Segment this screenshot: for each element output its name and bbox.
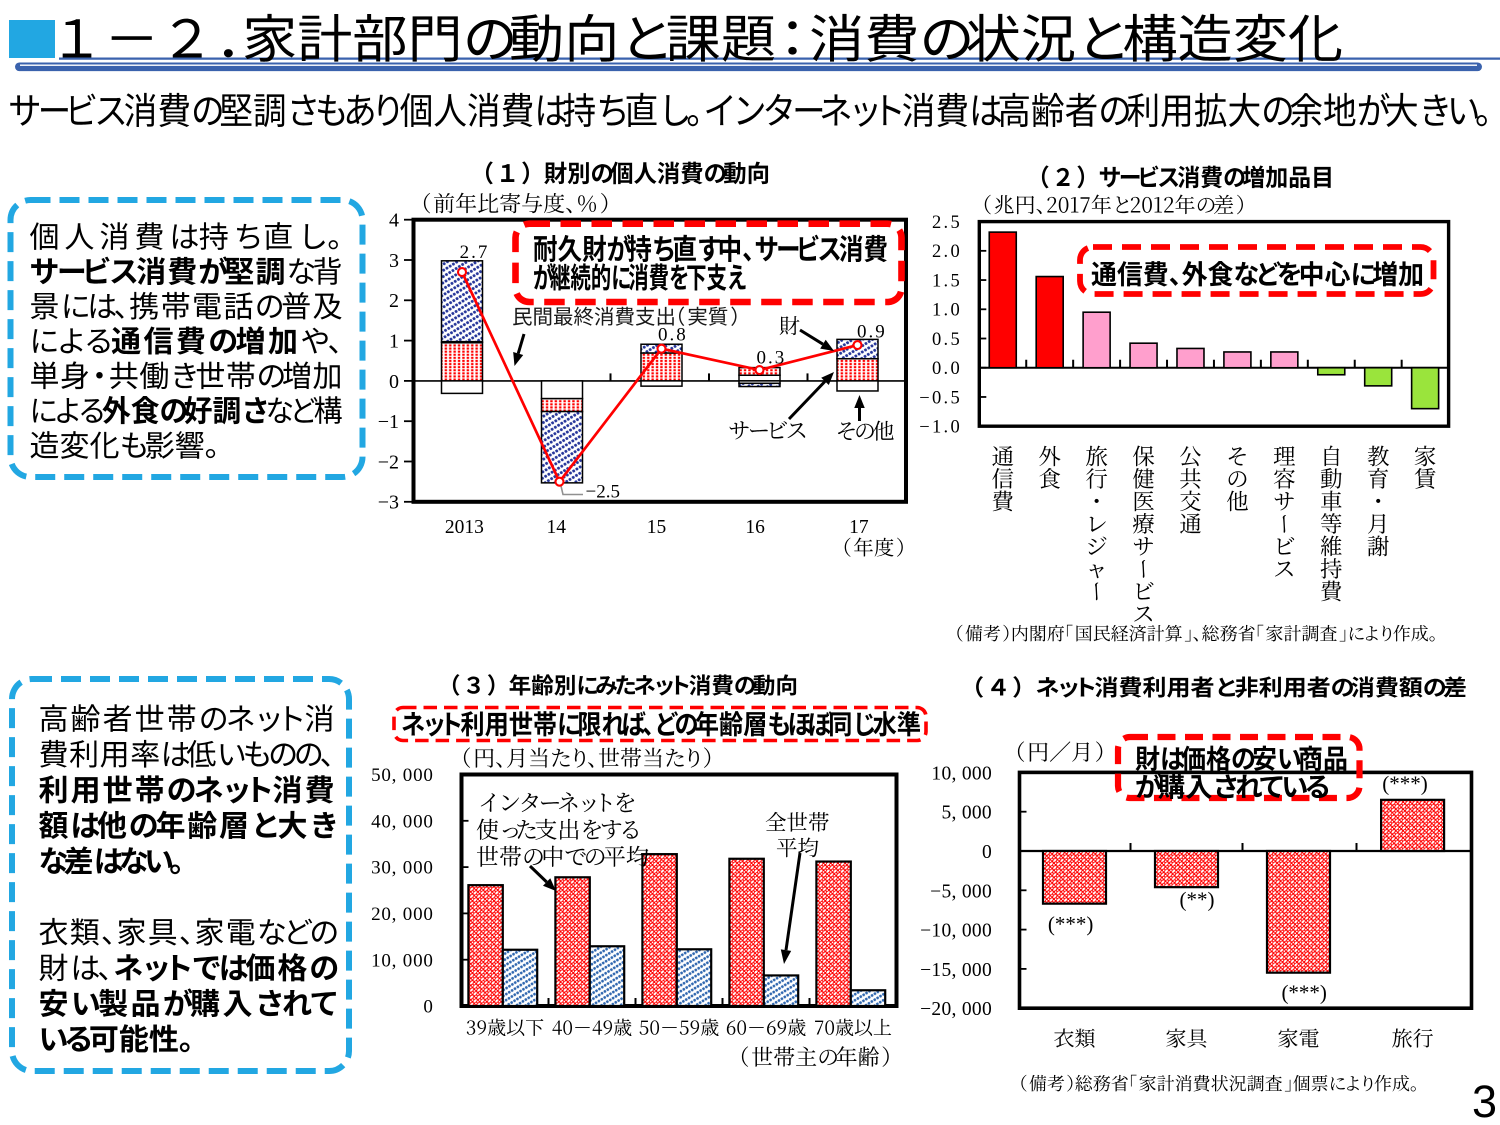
- svg-text:15: 15: [647, 517, 667, 538]
- svg-text:0.3: 0.3: [757, 347, 787, 368]
- svg-text:−10, 000: −10, 000: [920, 921, 992, 942]
- svg-text:0.5: 0.5: [932, 330, 962, 350]
- svg-text:0.0: 0.0: [932, 359, 962, 379]
- svg-text:50, 000: 50, 000: [371, 765, 434, 786]
- svg-text:10, 000: 10, 000: [371, 950, 434, 971]
- svg-text:14: 14: [546, 517, 566, 538]
- svg-text:−2: −2: [378, 451, 399, 473]
- svg-text:0.9: 0.9: [857, 322, 887, 343]
- svg-text:2: 2: [389, 290, 399, 312]
- svg-text:30, 000: 30, 000: [371, 858, 434, 879]
- svg-text:0: 0: [389, 371, 399, 393]
- svg-text:2.0: 2.0: [932, 242, 962, 262]
- svg-text:−0.5: −0.5: [919, 388, 962, 408]
- svg-text:−15, 000: −15, 000: [920, 960, 992, 981]
- svg-text:16: 16: [745, 517, 765, 538]
- svg-text:0: 0: [423, 997, 433, 1018]
- svg-text:2013: 2013: [445, 517, 484, 538]
- svg-text:3: 3: [1472, 1076, 1497, 1125]
- svg-text:−3: −3: [378, 492, 399, 514]
- svg-text:2.7: 2.7: [460, 242, 490, 263]
- svg-text:5, 000: 5, 000: [941, 803, 992, 824]
- svg-text:1.0: 1.0: [932, 301, 962, 321]
- svg-text:1.5: 1.5: [932, 271, 962, 291]
- svg-text:1: 1: [389, 331, 399, 353]
- svg-text:0.8: 0.8: [658, 325, 688, 346]
- svg-text:−2.5: −2.5: [586, 481, 620, 502]
- svg-text:(***): (***): [1281, 980, 1327, 1004]
- svg-text:(***): (***): [1382, 772, 1428, 796]
- svg-text:0: 0: [982, 842, 992, 863]
- svg-text:(**): (**): [1180, 887, 1215, 911]
- svg-text:−5, 000: −5, 000: [930, 881, 992, 902]
- svg-text:40, 000: 40, 000: [371, 811, 434, 832]
- svg-text:2.5: 2.5: [932, 213, 962, 233]
- svg-text:4: 4: [389, 210, 399, 232]
- svg-text:−1.0: −1.0: [919, 418, 962, 438]
- svg-text:17: 17: [849, 517, 869, 538]
- svg-text:10, 000: 10, 000: [931, 763, 992, 784]
- svg-text:(***): (***): [1048, 912, 1094, 936]
- svg-text:20, 000: 20, 000: [371, 904, 434, 925]
- svg-text:−20, 000: −20, 000: [920, 999, 992, 1020]
- svg-text:−1: −1: [378, 411, 399, 433]
- svg-text:3: 3: [389, 250, 399, 272]
